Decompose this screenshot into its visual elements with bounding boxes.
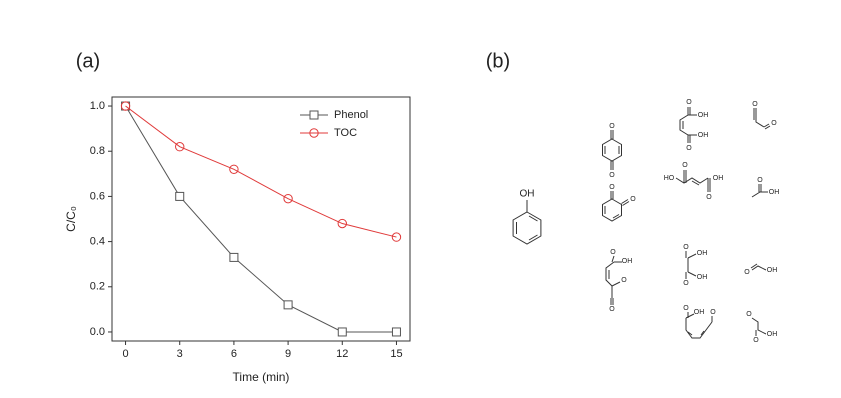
- atom-label: O: [683, 280, 689, 287]
- series-line: [125, 105, 397, 333]
- data-point: [283, 300, 293, 310]
- atom-label: O: [630, 196, 636, 203]
- atom-label: O: [683, 244, 689, 251]
- structure: O O: [602, 123, 622, 179]
- atom-label: O: [706, 194, 712, 201]
- atom-label: HO: [664, 175, 675, 182]
- y-tick-label: 0.8: [90, 145, 105, 157]
- y-tick-label: 1.0: [90, 100, 105, 112]
- x-tick-label: 15: [390, 348, 402, 360]
- legend-label: Phenol: [334, 109, 368, 121]
- structures: OH O O O O O OH O OH: [512, 99, 780, 344]
- atom-label: O: [710, 309, 716, 316]
- atom-label: O: [609, 172, 615, 179]
- legend-marker: [309, 128, 319, 138]
- panel-label: (b): [486, 50, 510, 72]
- atom-label: O: [686, 99, 692, 106]
- atom-label: O: [609, 184, 615, 191]
- structure: O O: [752, 101, 777, 130]
- atom-label: OH: [767, 331, 778, 338]
- data-point: [391, 327, 401, 337]
- atom-label: OH: [698, 112, 709, 119]
- atom-label: OH: [769, 189, 780, 196]
- atom-label: O: [609, 306, 615, 313]
- atom-label: O: [621, 277, 627, 284]
- atom-label: OH: [520, 189, 535, 200]
- data-point: [120, 101, 131, 111]
- x-axis-label: Time (min): [233, 370, 290, 384]
- x-tick-label: 3: [177, 348, 183, 360]
- legend-label: TOC: [334, 127, 357, 139]
- panel-label: (a): [76, 50, 100, 72]
- structure: HO O O OH: [664, 162, 724, 201]
- structure: O OH O OH: [683, 244, 707, 287]
- atom-label: O: [744, 269, 750, 276]
- x-tick-label: 12: [336, 348, 348, 360]
- structure: O OH: [751, 177, 780, 198]
- structure: OH: [512, 189, 542, 245]
- structure: O O: [602, 184, 636, 222]
- y-tick-label: 0.6: [90, 190, 105, 202]
- x-tick-label: 0: [122, 348, 128, 360]
- y-tick-label: 0.2: [90, 281, 105, 293]
- structure: O OH O: [683, 305, 716, 339]
- data-point: [337, 327, 347, 337]
- structure: O OH O O: [605, 249, 633, 313]
- structure: O OH O OH: [679, 99, 709, 152]
- legend-marker: [309, 110, 319, 120]
- data-point: [391, 232, 402, 242]
- atom-label: OH: [622, 258, 633, 265]
- atom-label: O: [746, 311, 752, 318]
- atom-label: O: [753, 337, 759, 344]
- y-tick-label: 0.0: [90, 326, 105, 338]
- atom-label: O: [683, 305, 689, 312]
- x-tick-label: 6: [231, 348, 237, 360]
- y-tick-label: 0.4: [90, 235, 105, 247]
- data-point: [229, 164, 239, 174]
- data-point: [283, 193, 293, 204]
- data-point: [337, 218, 347, 229]
- atom-label: O: [771, 120, 777, 127]
- atom-label: O: [609, 123, 615, 130]
- data-point: [175, 191, 185, 201]
- atom-label: O: [686, 145, 692, 152]
- structure: O O OH: [746, 311, 777, 344]
- plot-frame: [111, 96, 411, 342]
- series-line: [125, 105, 397, 238]
- atom-label: OH: [698, 132, 709, 139]
- atom-label: OH: [697, 274, 708, 281]
- atom-label: OH: [767, 267, 778, 274]
- y-axis-label: C/C₀: [64, 206, 78, 232]
- atom-label: OH: [713, 175, 724, 182]
- atom-label: O: [757, 177, 763, 184]
- atom-label: O: [682, 162, 688, 169]
- atom-label: OH: [697, 250, 708, 257]
- atom-label: O: [752, 101, 758, 108]
- atom-label: O: [610, 249, 616, 256]
- x-tick-label: 9: [285, 348, 291, 360]
- data-point: [229, 252, 239, 262]
- atom-label: OH: [694, 309, 705, 316]
- data-point: [175, 142, 185, 152]
- structure: O OH: [744, 263, 778, 276]
